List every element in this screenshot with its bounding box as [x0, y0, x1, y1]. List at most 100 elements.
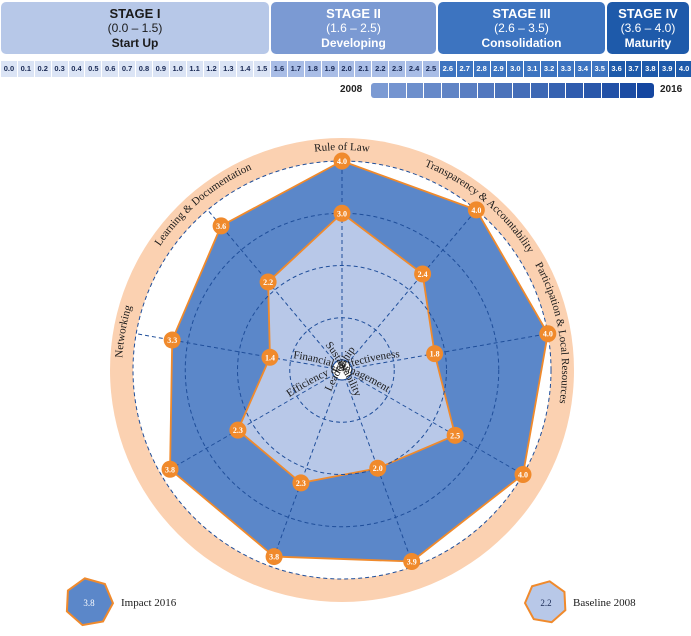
stage-header: STAGE I (0.0 – 1.5) Start Up STAGE II (1…	[0, 0, 691, 100]
scale-tick: 1.3	[220, 61, 237, 77]
marker-value: 4.0	[543, 330, 553, 339]
marker-value: 3.3	[167, 336, 177, 345]
marker-value: 2.4	[418, 270, 428, 279]
timeline-segment	[566, 83, 583, 98]
axis-label-text: Rule of Law	[314, 141, 371, 155]
marker-value: 2.2	[263, 278, 273, 287]
axis-label: Rule of Law	[314, 141, 371, 155]
scale-tick: 0.8	[136, 61, 152, 77]
impact-marker: 3.8	[265, 548, 283, 566]
marker-dot	[229, 421, 247, 439]
baseline-marker: 2.3	[229, 421, 247, 439]
timeline-segment	[477, 83, 495, 98]
scale-tick: 1.8	[304, 61, 321, 77]
baseline-marker: 2.5	[446, 426, 464, 444]
scale-tick: 0.4	[68, 61, 85, 77]
scale-tick: 3.2	[541, 61, 558, 77]
baseline-marker: 1.4	[261, 348, 279, 366]
marker-dot	[369, 459, 387, 477]
stage-2-name: STAGE II	[326, 6, 381, 21]
baseline-2008-area	[237, 212, 457, 484]
scale-tick: 1.4	[237, 61, 254, 77]
timeline-segment	[424, 83, 441, 98]
impact-marker: 3.8	[161, 460, 179, 478]
scale-tick: 2.4	[406, 61, 422, 77]
scale-tick: 2.1	[355, 61, 372, 77]
marker-dot	[426, 345, 444, 363]
baseline-marker: 2.0	[369, 459, 387, 477]
marker-dot	[333, 204, 351, 222]
timeline-start-label: 2008	[340, 84, 363, 95]
marker-value: 4.0	[518, 471, 528, 480]
center-hub	[331, 359, 353, 381]
stage-1-name: STAGE I	[109, 6, 161, 21]
stage-2-range: (1.6 – 2.5)	[326, 21, 381, 35]
stage-3-range: (2.6 – 3.5)	[494, 21, 549, 35]
stage-1-box: STAGE I (0.0 – 1.5) Start Up	[1, 2, 269, 54]
marker-value: 3.8	[165, 465, 175, 474]
legend-baseline: 2.2 Baseline 2008	[523, 580, 636, 624]
marker-dot	[333, 152, 351, 170]
marker-dot	[446, 426, 464, 444]
scale-tick: 2.5	[423, 61, 439, 77]
stage-4-range: (3.6 – 4.0)	[620, 21, 676, 35]
stage-3-box: STAGE III (2.6 – 3.5) Consolidation	[438, 2, 605, 54]
scale-tick: 3.8	[642, 61, 659, 77]
stage-1-label: Start Up	[111, 36, 159, 50]
grid-circle	[132, 160, 552, 580]
marker-value: 3.8	[269, 553, 279, 562]
scale-tick: 0.2	[34, 61, 51, 77]
marker-dot	[265, 548, 283, 566]
timeline-segment	[371, 83, 388, 98]
stage-4-label: Maturity	[624, 36, 672, 50]
scale-tick: 2.2	[372, 61, 389, 77]
legend-baseline-label: Baseline 2008	[573, 597, 636, 609]
impact-marker: 3.3	[163, 331, 181, 349]
marker-value: 4.0	[337, 157, 347, 166]
marker-dot	[161, 460, 179, 478]
scale-tick: 3.1	[524, 61, 541, 77]
marker-dot	[467, 201, 485, 219]
impact-marker: 4.0	[333, 152, 351, 170]
scale-tick: 3.7	[625, 61, 642, 77]
scale-tick: 3.0	[507, 61, 524, 77]
scale-tick: 2.3	[389, 61, 406, 77]
baseline-marker: 2.3	[292, 474, 310, 492]
impact-marker: 3.6	[212, 217, 230, 235]
baseline-marker: 2.2	[259, 273, 277, 291]
radar-series	[169, 160, 549, 563]
scale-tick: 1.0	[169, 61, 186, 77]
scale-tick: 2.8	[473, 61, 490, 77]
timeline-segment	[495, 83, 512, 98]
marker-dot	[261, 348, 279, 366]
marker-dot	[403, 552, 421, 570]
stage-3-name: STAGE III	[492, 6, 551, 21]
legend-impact: 3.8 Impact 2016	[65, 577, 177, 627]
marker-dot	[259, 273, 277, 291]
impact-marker: 4.0	[514, 466, 532, 483]
scale-tick: 1.1	[186, 61, 203, 77]
stage-2-label: Developing	[321, 36, 386, 50]
marker-dot	[292, 474, 310, 492]
marker-value: 1.4	[265, 353, 275, 362]
scale-tick: 2.6	[439, 61, 456, 77]
scale-tick: 0.6	[102, 61, 119, 77]
marker-dot	[514, 466, 532, 483]
scale-tick: 1.9	[321, 61, 338, 77]
scale-tick: 4.0	[676, 61, 691, 77]
stage-4-box: STAGE IV (3.6 – 4.0) Maturity	[607, 2, 689, 54]
marker-dot	[163, 331, 181, 349]
scale-tick: 1.7	[287, 61, 304, 77]
marker-dot	[212, 217, 230, 235]
scale-tick: 1.5	[254, 61, 271, 77]
scale-tick: 0.5	[85, 61, 102, 77]
impact-marker: 4.0	[467, 201, 485, 219]
timeline-segment	[406, 83, 424, 98]
impact-marker: 3.9	[403, 552, 421, 570]
marker-value: 2.3	[233, 426, 243, 435]
marker-dot	[539, 325, 557, 343]
marker-value: 3.6	[216, 222, 226, 231]
scale-tick: 0.1	[17, 61, 34, 77]
timeline-end-label: 2016	[660, 84, 683, 95]
